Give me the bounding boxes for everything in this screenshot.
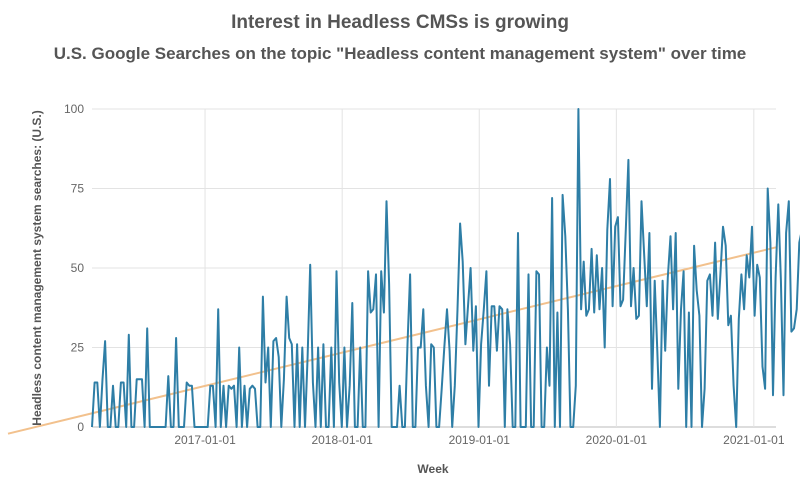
x-tick-label: 2019-01-01	[449, 433, 511, 447]
y-tick-label: 75	[71, 182, 85, 196]
y-axis-label: Headless content management system searc…	[30, 110, 44, 425]
y-tick-label: 100	[64, 102, 84, 116]
y-tick-label: 0	[77, 420, 84, 434]
y-tick-label: 25	[71, 341, 85, 355]
y-tick-label: 50	[71, 261, 85, 275]
x-tick-labels: 2017-01-01 2018-01-01 2019-01-01 2020-01-01…	[174, 433, 784, 447]
x-tick-label: 2021-01-01	[723, 433, 785, 447]
chart-subtitle: U.S. Google Searches on the topic "Headl…	[53, 44, 747, 63]
x-tick-label: 2017-01-01	[174, 433, 236, 447]
x-axis-label: Week	[417, 462, 448, 476]
data-series-line	[91, 108, 800, 428]
chart-title: Interest in Headless CMSs is growing	[231, 12, 569, 33]
x-tick-label: 2020-01-01	[586, 433, 648, 447]
x-tick-label: 2018-01-01	[311, 433, 373, 447]
series-group	[7, 108, 800, 435]
y-tick-labels: 0 25 50 75 100	[64, 102, 84, 434]
